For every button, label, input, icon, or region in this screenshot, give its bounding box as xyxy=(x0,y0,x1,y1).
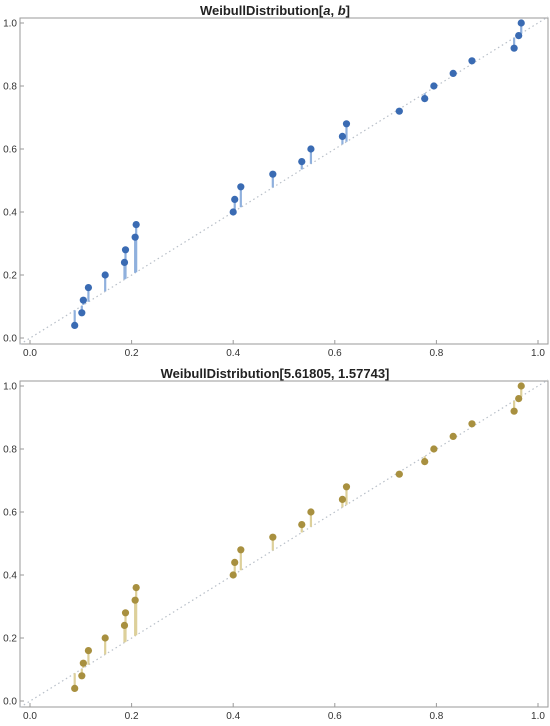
data-point xyxy=(510,407,518,415)
y-tick-label: 0.8 xyxy=(3,82,17,93)
x-tick-label: 1.0 xyxy=(531,348,545,359)
y-tick-label: 0.6 xyxy=(3,145,17,156)
y-tick-label: 0.4 xyxy=(3,571,17,582)
data-point xyxy=(229,208,237,216)
data-point xyxy=(132,221,140,229)
data-point xyxy=(395,107,403,115)
data-point xyxy=(421,458,429,466)
y-tick-label: 1.0 xyxy=(3,382,17,393)
data-point xyxy=(515,395,523,403)
data-point xyxy=(84,284,93,292)
data-point xyxy=(449,432,457,440)
data-point xyxy=(231,195,239,203)
data-point xyxy=(84,647,93,655)
plot-frame xyxy=(19,17,549,345)
data-point xyxy=(430,82,438,90)
data-point xyxy=(307,508,315,516)
data-point xyxy=(131,233,139,241)
data-point xyxy=(120,621,129,629)
data-point xyxy=(338,132,347,140)
data-point xyxy=(468,420,476,428)
chart-title-top: WeibullDistribution[a, b] xyxy=(199,3,350,18)
reference-line xyxy=(19,16,549,345)
x-tick-label: 0.2 xyxy=(125,711,139,722)
y-tick-label: 0.6 xyxy=(3,508,17,519)
x-tick-label: 0.4 xyxy=(226,711,240,722)
data-point xyxy=(78,309,86,317)
data-point xyxy=(269,170,277,178)
y-tick-label: 0.2 xyxy=(3,271,17,282)
data-point xyxy=(131,596,139,604)
data-point xyxy=(120,258,129,266)
data-point xyxy=(121,246,130,254)
x-tick-label: 0.0 xyxy=(23,711,37,722)
data-point xyxy=(121,609,130,617)
data-point xyxy=(298,521,306,529)
chart-title-bottom: WeibullDistribution[5.61805, 1.57743] xyxy=(160,366,390,381)
data-point xyxy=(421,95,429,103)
y-tick-label: 0.0 xyxy=(3,697,17,708)
data-point xyxy=(338,495,347,503)
y-tick-label: 0.0 xyxy=(3,334,17,345)
data-point xyxy=(79,296,87,304)
x-tick-label: 0.6 xyxy=(328,711,342,722)
x-tick-label: 0.8 xyxy=(429,348,443,359)
data-point xyxy=(229,571,237,579)
x-tick-label: 0.6 xyxy=(328,348,342,359)
data-point xyxy=(430,445,438,453)
chart-panel-bottom: WeibullDistribution[5.61805, 1.57743] 0.… xyxy=(0,363,550,726)
data-point xyxy=(342,120,351,128)
data-point xyxy=(71,684,79,692)
data-point xyxy=(307,145,315,153)
data-point xyxy=(517,382,525,390)
y-tick-label: 0.4 xyxy=(3,208,17,219)
x-tick-label: 0.2 xyxy=(125,348,139,359)
data-point xyxy=(78,672,86,680)
x-tick-label: 0.4 xyxy=(226,348,240,359)
y-tick-label: 0.2 xyxy=(3,634,17,645)
data-point xyxy=(101,634,109,642)
plot-frame xyxy=(19,380,549,708)
data-point xyxy=(237,546,245,554)
data-point xyxy=(517,19,525,27)
data-point xyxy=(79,659,87,667)
y-tick-label: 0.8 xyxy=(3,445,17,456)
chart-plot-top: 0.0 0.2 0.4 0.6 0.8 1.0 0.0 0.2 0.4 0.6 0.8 1.0 xyxy=(3,16,549,359)
chart-panel-top: WeibullDistribution[a, b] 0.0 0.2 0.4 0.6 0.… xyxy=(3,3,549,359)
data-point xyxy=(269,533,277,541)
data-point xyxy=(395,470,403,478)
data-point xyxy=(231,558,239,566)
x-tick-label: 1.0 xyxy=(531,711,545,722)
chart-plot-bottom: 0.0 0.2 0.4 0.6 0.8 1.0 0.0 0.2 0.4 0.6 0.8 1.0 xyxy=(3,379,549,722)
data-point xyxy=(237,183,245,191)
data-point xyxy=(468,57,476,65)
data-point xyxy=(298,158,306,166)
y-tick-label: 1.0 xyxy=(3,19,17,30)
data-point xyxy=(71,321,79,329)
x-tick-label: 0.0 xyxy=(23,348,37,359)
data-point xyxy=(342,483,351,491)
x-tick-label: 0.8 xyxy=(429,711,443,722)
reference-line xyxy=(19,379,549,708)
data-point xyxy=(132,584,140,592)
data-point xyxy=(449,69,457,77)
data-point xyxy=(515,31,523,40)
data-point xyxy=(101,271,109,279)
data-point xyxy=(510,44,518,52)
